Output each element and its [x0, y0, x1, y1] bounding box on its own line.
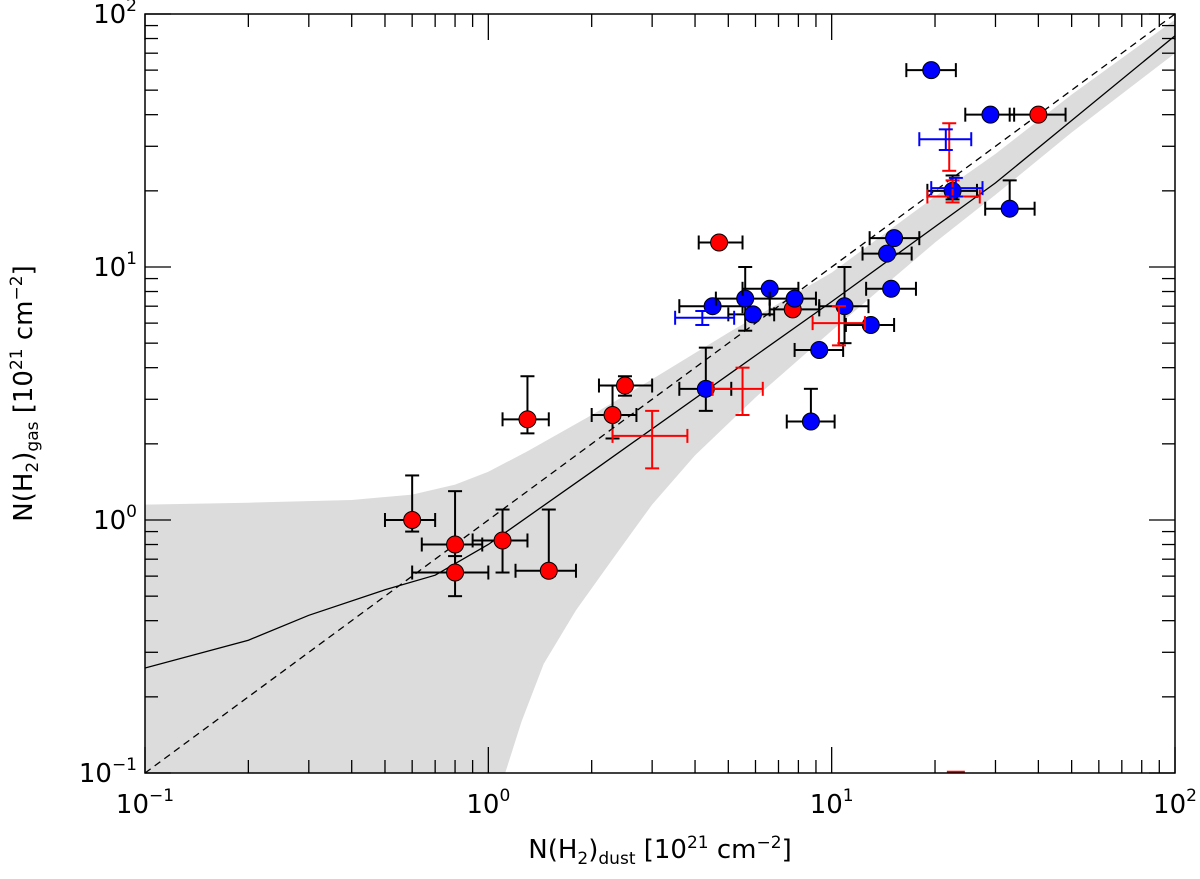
data-point [942, 122, 957, 172]
marker-circle [446, 563, 465, 582]
data-point [964, 105, 1016, 124]
data-point [930, 176, 984, 198]
data-point [811, 305, 866, 347]
x-axis-label: N(H2)dust [1021 cm−2] [528, 833, 791, 869]
confidence-band [145, 19, 1175, 773]
plot-frame [144, 13, 1176, 774]
data-point [678, 297, 744, 316]
marker-circle [493, 531, 512, 550]
marker-circle [703, 297, 722, 316]
marker-circle [882, 279, 901, 298]
marker-circle [885, 229, 904, 248]
axes [144, 13, 1176, 774]
x-tick-label: 102 [1153, 786, 1197, 820]
marker-circle [736, 289, 755, 308]
data-point [383, 474, 437, 533]
x-tick-label: 10−1 [116, 786, 174, 820]
marker-circle [785, 289, 804, 308]
data-point [514, 508, 577, 580]
data-point [714, 266, 771, 332]
data-point [793, 340, 845, 359]
series-blue-cross [674, 128, 984, 326]
data-point [768, 289, 817, 308]
data-point [727, 305, 776, 324]
x-tick-label: 101 [810, 786, 854, 820]
plot-area [145, 14, 1175, 773]
data-point [868, 229, 921, 248]
marker-circle [446, 535, 465, 554]
marker-circle [878, 244, 897, 263]
data-point [861, 244, 913, 263]
data-point [844, 315, 896, 334]
series-red-circle [383, 105, 1067, 598]
data-point [711, 366, 764, 417]
data-point [984, 179, 1036, 218]
marker-circle [810, 340, 829, 359]
marker-circle [1000, 199, 1019, 218]
marker-circle [801, 412, 820, 431]
data-point [865, 279, 917, 298]
marker-circle [743, 305, 762, 324]
data-point [501, 375, 550, 435]
marker-circle [539, 561, 558, 580]
marker-circle [603, 406, 622, 425]
data-point [785, 387, 836, 431]
data-point [597, 375, 654, 397]
data-point [1008, 105, 1067, 124]
y-tick-label: 100 [93, 502, 137, 536]
y-tick-label: 101 [93, 249, 137, 283]
y-tick-label: 102 [93, 0, 137, 30]
data-point [471, 508, 529, 574]
x-tick-label: 100 [466, 786, 510, 820]
data-point [918, 128, 973, 152]
marker-circle [710, 233, 729, 252]
data-point [741, 279, 800, 298]
data-point [674, 310, 736, 326]
marker-circle [1029, 105, 1048, 124]
data-point [697, 233, 744, 252]
y-axis-label: N(H2)gas [1021 cm−2] [7, 265, 43, 521]
marker-circle [922, 61, 941, 80]
marker-circle [403, 511, 422, 529]
y-tick-label: 10−1 [79, 755, 137, 789]
marker-circle [518, 410, 537, 429]
marker-circle [981, 105, 1000, 124]
data-point [905, 61, 957, 80]
data-point [611, 409, 689, 470]
marker-circle [861, 315, 880, 334]
data-point [411, 555, 490, 598]
one-to-one-line [145, 14, 1175, 773]
tick-labels: 10−1 100 101 102 10−1 100 101 102 [79, 0, 1197, 820]
series-red-cross [611, 122, 981, 470]
plot-content [145, 14, 1175, 773]
marker-circle [615, 376, 634, 395]
